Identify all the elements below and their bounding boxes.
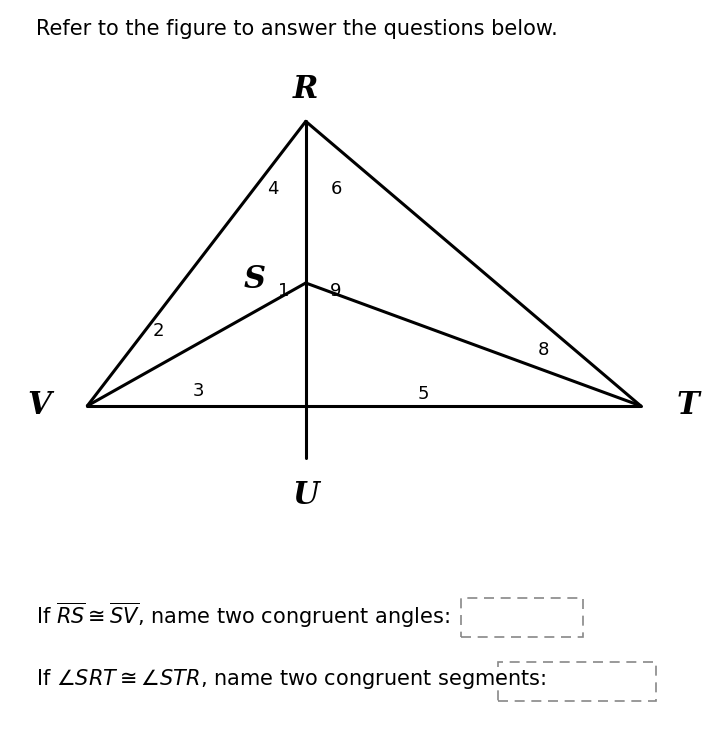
Text: Refer to the figure to answer the questions below.: Refer to the figure to answer the questi… <box>36 19 558 39</box>
Text: T: T <box>677 390 700 421</box>
Text: R: R <box>293 74 318 105</box>
Text: 1: 1 <box>277 282 289 300</box>
Text: 4: 4 <box>267 181 279 198</box>
Text: 5: 5 <box>418 385 430 403</box>
Text: 3: 3 <box>193 382 205 400</box>
Text: 2: 2 <box>152 322 164 340</box>
Text: S: S <box>244 264 266 295</box>
Text: U: U <box>293 480 319 511</box>
Text: 8: 8 <box>537 341 549 359</box>
Text: 9: 9 <box>330 282 341 300</box>
Text: If $\angle SRT \cong \angle STR$, name two congruent segments:: If $\angle SRT \cong \angle STR$, name t… <box>36 667 547 691</box>
Text: If $\overline{RS} \cong \overline{SV}$, name two congruent angles:: If $\overline{RS} \cong \overline{SV}$, … <box>36 601 450 630</box>
Text: 6: 6 <box>331 181 343 198</box>
Text: V: V <box>28 390 51 421</box>
